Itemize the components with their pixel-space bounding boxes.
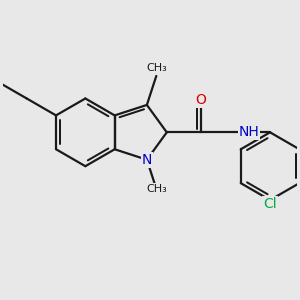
Text: CH₃: CH₃ bbox=[146, 63, 167, 73]
Text: O: O bbox=[195, 93, 206, 107]
Text: CH₃: CH₃ bbox=[146, 184, 167, 194]
Text: NH: NH bbox=[239, 125, 260, 139]
Text: Cl: Cl bbox=[263, 197, 277, 212]
Text: N: N bbox=[142, 153, 152, 167]
